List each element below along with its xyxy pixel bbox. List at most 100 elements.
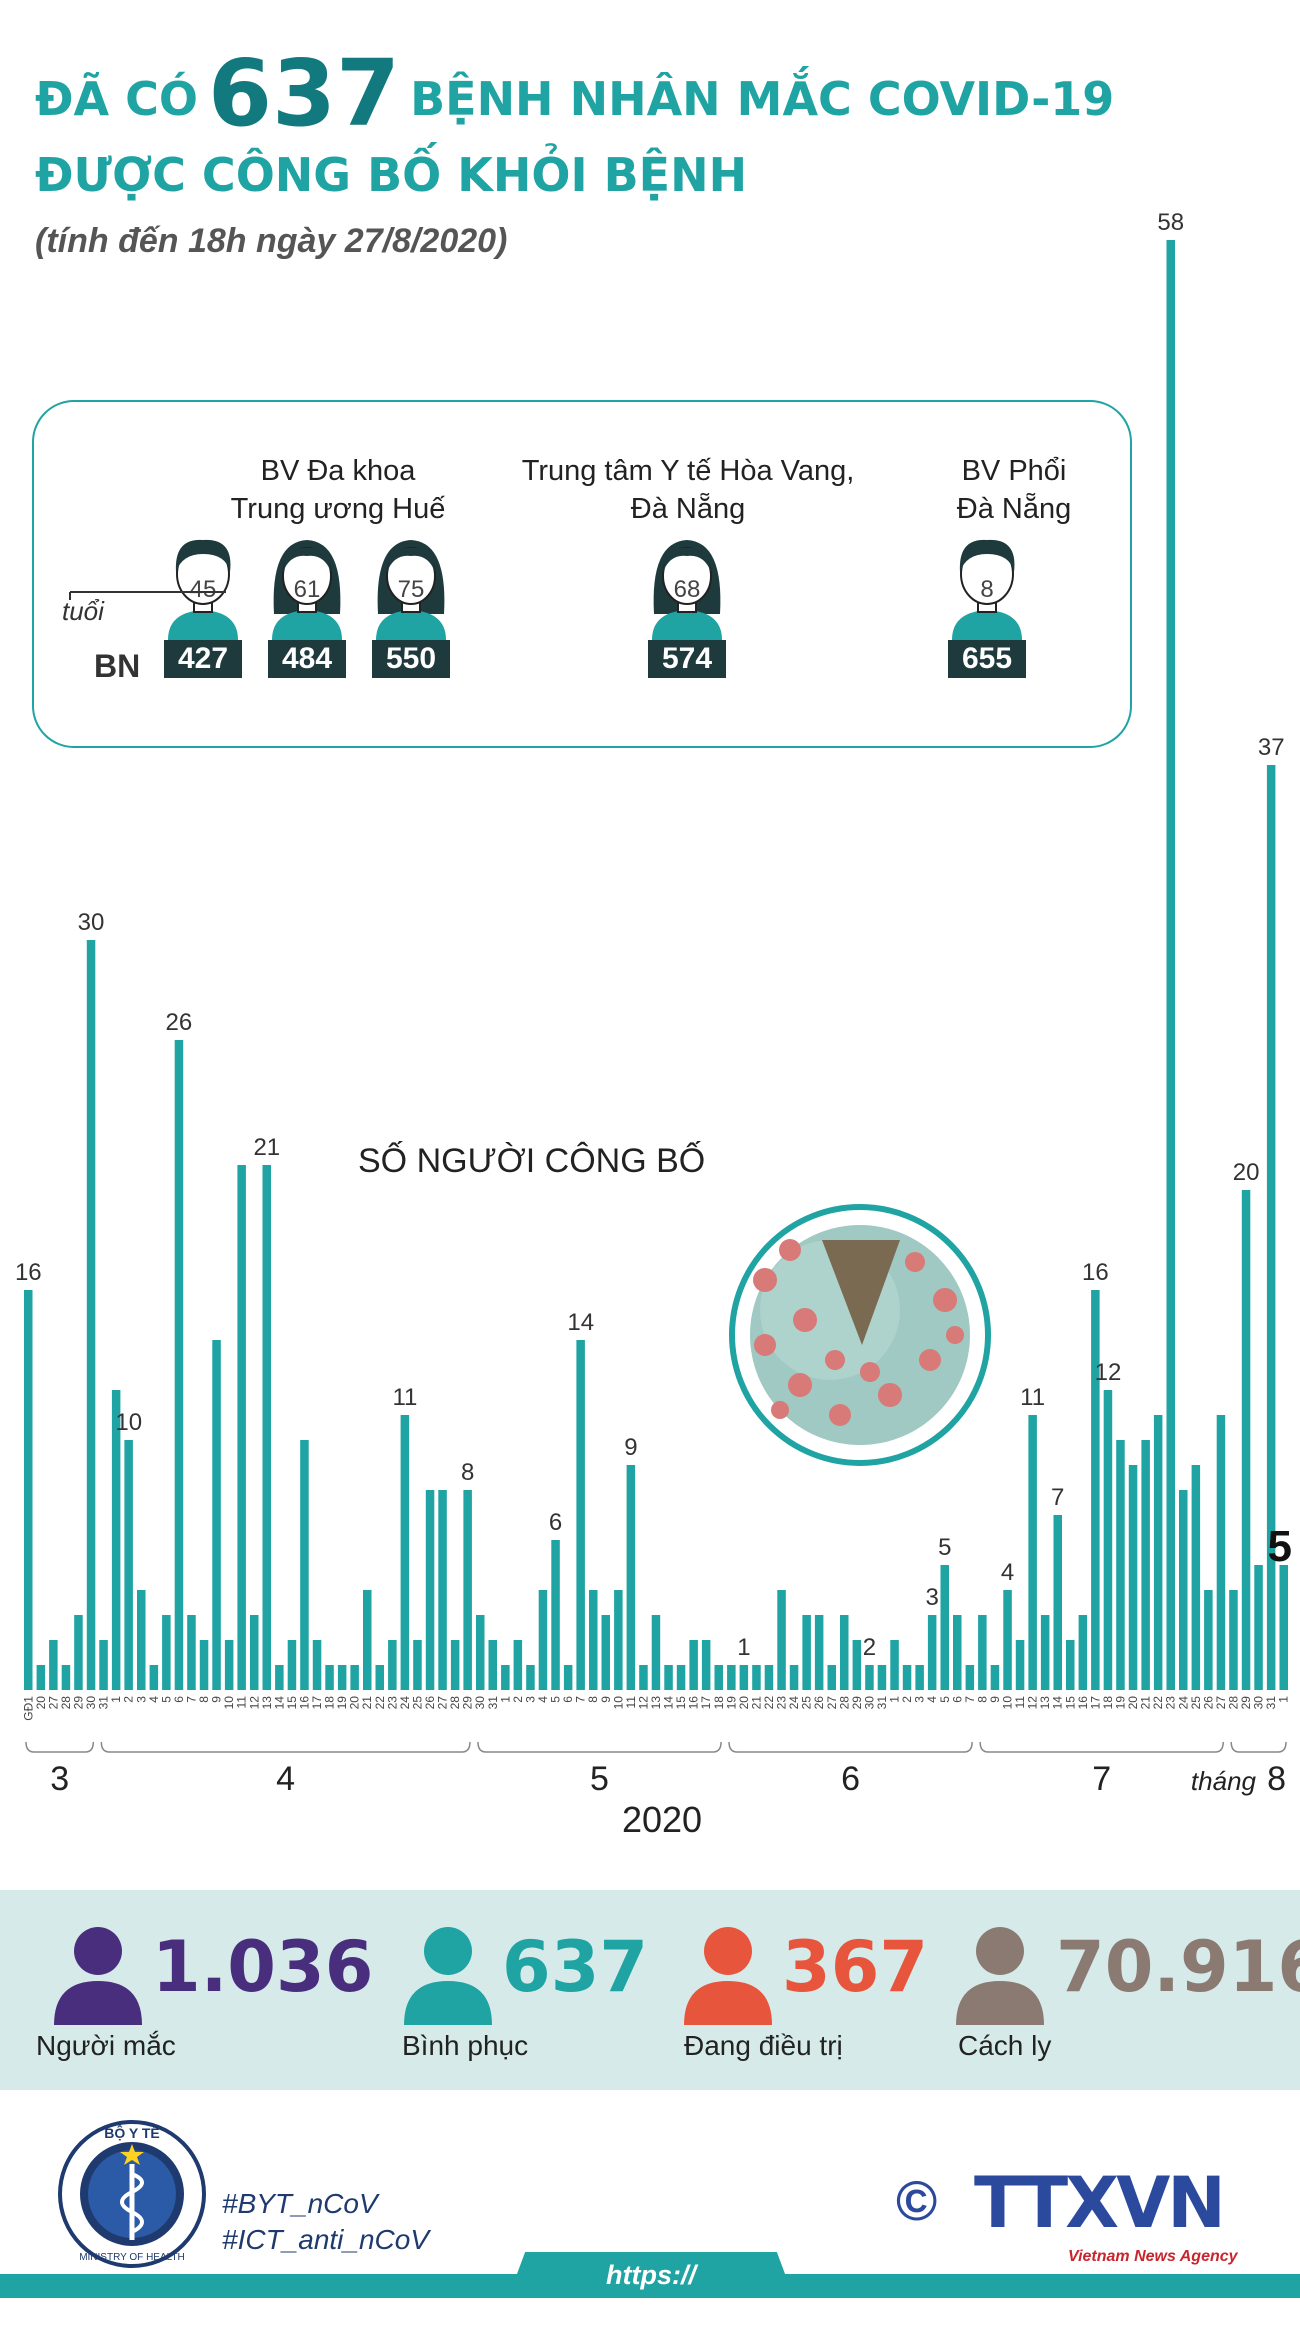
month-bracket [1230, 1741, 1287, 1753]
chart-bar [1241, 1190, 1251, 1690]
stat-label-treating: Đang điều trị [684, 2030, 843, 2061]
bar-value-label: 6 [549, 1509, 562, 1536]
chart-bar [1204, 1590, 1213, 1690]
chart-bar [538, 1590, 548, 1690]
month-bracket [25, 1741, 95, 1753]
summary-stats-band: 1.036 Người mắc 637 Bình phục 367 Đang đ… [0, 1890, 1300, 2090]
x-tick-label: 11 [1013, 1696, 1027, 1709]
x-tick-label: 31 [1264, 1696, 1278, 1710]
chart-bar [49, 1640, 58, 1690]
chart-bar [664, 1665, 673, 1690]
chart-bar [513, 1640, 523, 1690]
x-tick-label: 13 [1038, 1696, 1052, 1710]
bar-value-label: 30 [78, 909, 105, 936]
x-tick-label: 13 [649, 1696, 663, 1710]
bar-value-label: 26 [166, 1009, 193, 1036]
stat-value-recovered: 637 [502, 1926, 649, 2008]
x-tick-label: 8 [975, 1696, 989, 1703]
title-prefix: ĐÃ CÓ [35, 72, 199, 126]
chart-bar [689, 1640, 698, 1690]
chart-bar [488, 1640, 497, 1690]
chart-bar [551, 1540, 560, 1690]
female-avatar-icon [652, 540, 722, 640]
person-icon [956, 1927, 1044, 2025]
chart-bar [1103, 1390, 1113, 1690]
x-tick-label: 16 [687, 1696, 701, 1710]
chart-bar [840, 1615, 849, 1690]
x-tick-label: 20 [1126, 1696, 1140, 1710]
chart-bar [1254, 1565, 1263, 1690]
chart-bar [953, 1615, 962, 1690]
chart-bar [1091, 1290, 1100, 1690]
chart-bar [739, 1665, 749, 1690]
age-label: tuổi [62, 596, 104, 626]
chart-bar [852, 1640, 862, 1690]
stat-label-recovered: Bình phục [402, 2030, 529, 2061]
bar-value-label: 14 [567, 1309, 594, 1336]
chart-bar [990, 1665, 1000, 1690]
chart-bar [526, 1665, 535, 1690]
chart-bar [902, 1665, 912, 1690]
patient-number: 427 [164, 640, 242, 678]
x-tick-label: 28 [59, 1696, 73, 1710]
x-tick-label: 27 [1214, 1696, 1228, 1710]
chart-bar [388, 1640, 397, 1690]
x-tick-label: 18 [323, 1696, 337, 1710]
chart-bar [940, 1565, 949, 1690]
x-tick-label: 4 [147, 1696, 161, 1703]
x-tick-label: 1 [888, 1696, 902, 1703]
x-tick-label: 23 [775, 1696, 789, 1710]
stat-value-treating: 367 [782, 1926, 929, 2008]
chart-bar [1266, 765, 1276, 1690]
chart-bar [111, 1390, 121, 1690]
chart-bar [865, 1665, 874, 1690]
month-bracket [979, 1741, 1224, 1753]
x-tick-label: 27 [46, 1696, 60, 1710]
chart-bar [1040, 1615, 1050, 1690]
chart-bar [1179, 1490, 1188, 1690]
chart-bar [400, 1415, 410, 1690]
x-tick-label: 21 [749, 1696, 763, 1710]
chart-bar [438, 1490, 447, 1690]
chart-bar [764, 1665, 774, 1690]
stat-value-infected: 1.036 [152, 1926, 374, 2008]
title-number: 637 [208, 40, 401, 147]
chart-bar [752, 1665, 761, 1690]
chart-bar [563, 1665, 573, 1690]
chart-bar [1015, 1640, 1025, 1690]
patient-age: 75 [397, 576, 425, 603]
x-tick-label: 28 [837, 1696, 851, 1710]
x-tick-label: 17 [699, 1696, 713, 1710]
female-avatar-icon [376, 540, 446, 640]
x-tick-label: 29 [850, 1696, 864, 1710]
chart-bar [727, 1665, 736, 1690]
chart-bar [187, 1615, 196, 1690]
patient-number-label: BN [94, 648, 141, 684]
x-tick-label: 2 [900, 1696, 914, 1703]
chart-bar [1116, 1440, 1125, 1690]
x-tick-label: 5 [938, 1696, 952, 1703]
chart-bar [501, 1665, 510, 1690]
x-tick-label: 20 [348, 1696, 362, 1710]
x-tick-label: 26 [812, 1696, 826, 1710]
patient-age: 45 [189, 576, 217, 603]
patient-number: 484 [268, 640, 346, 678]
x-tick-label: 2 [511, 1696, 525, 1703]
x-tick-label: 19 [1114, 1696, 1128, 1710]
x-tick-label: 5 [549, 1696, 563, 1703]
hospital-phoi-da-nang: BV Phổi Đà Nẵng [904, 452, 1124, 528]
x-tick-label: 26 [423, 1696, 437, 1710]
copyright-icon: © [896, 2169, 938, 2232]
x-tick-label: 17 [310, 1696, 324, 1710]
chart-bar [965, 1665, 975, 1690]
website-link[interactable]: https:// infographics.vn [508, 2252, 794, 2298]
x-tick-label: 29 [72, 1696, 86, 1710]
x-tick-label: 17 [1088, 1696, 1102, 1710]
chart-bar [1128, 1465, 1138, 1690]
x-tick-label: 12 [1026, 1696, 1040, 1710]
month-label: 7 [1092, 1760, 1111, 1798]
month-word-label: tháng [1191, 1766, 1257, 1796]
chart-bar [827, 1665, 836, 1690]
patient-age: 68 [673, 576, 701, 603]
month-label: 3 [50, 1760, 69, 1798]
